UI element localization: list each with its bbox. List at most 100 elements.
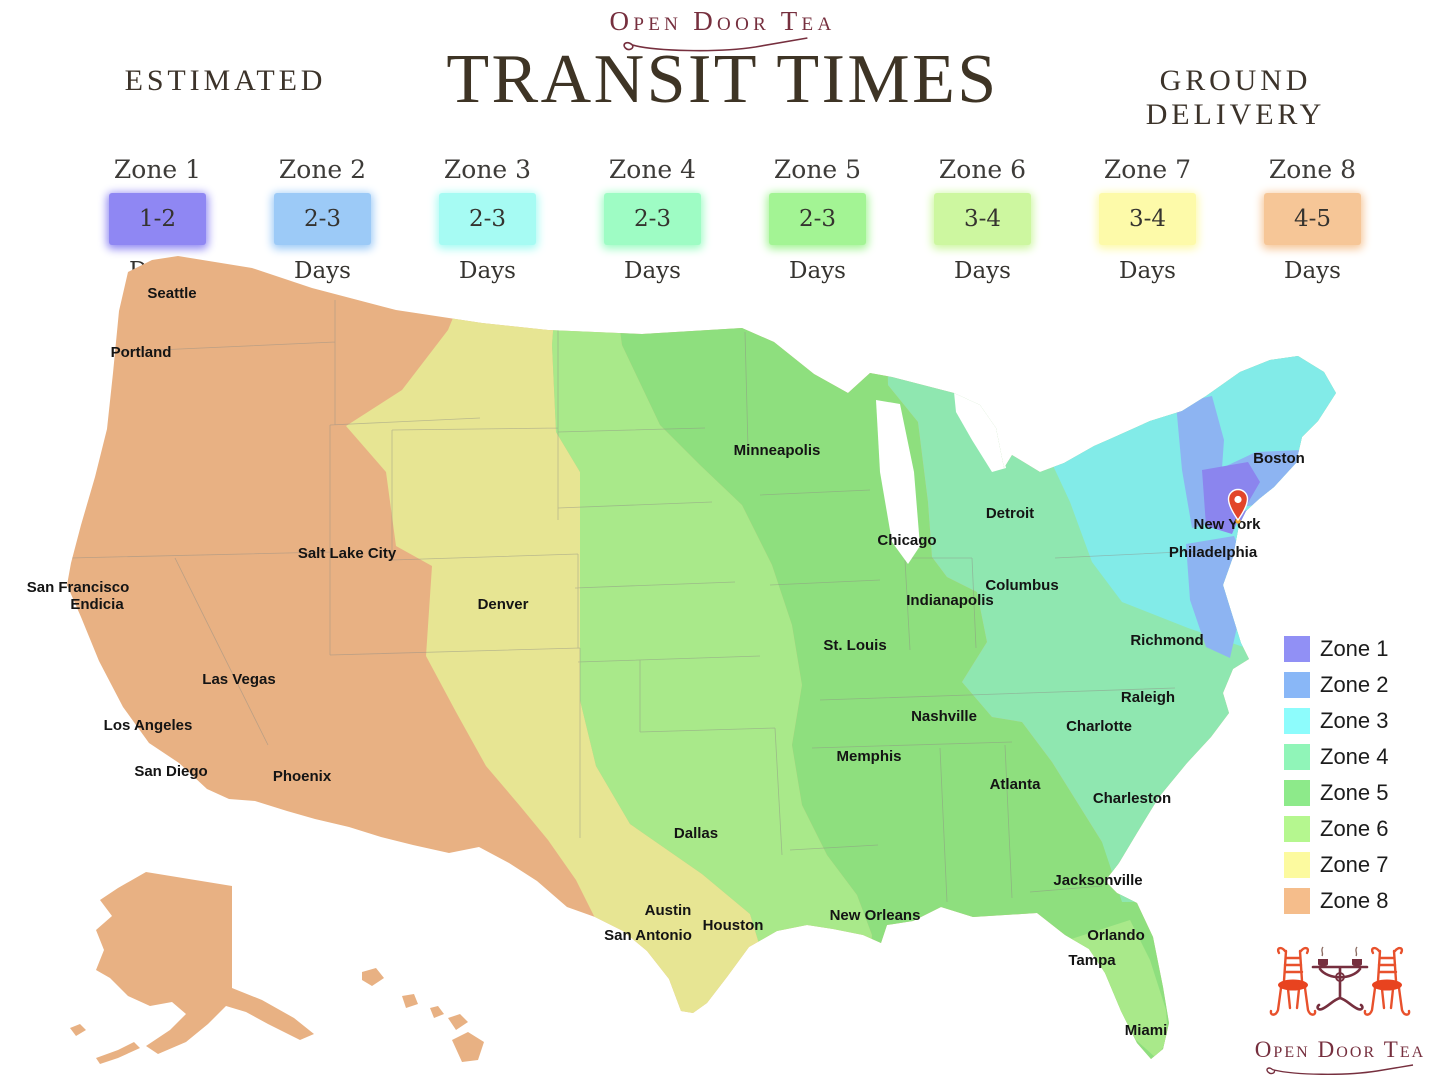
zone-badge-3: Zone 3 2-3 Days bbox=[405, 155, 570, 284]
page-title: TRANSIT TIMES bbox=[446, 41, 999, 118]
city-label-nashville: Nashville bbox=[911, 708, 977, 725]
wordmark-flourish-icon bbox=[622, 37, 808, 52]
city-label-portland: Portland bbox=[111, 344, 172, 361]
legend-row-8: Zone 8 bbox=[1284, 888, 1389, 914]
city-label-los-angeles: Los Angeles bbox=[104, 717, 193, 734]
zone6-region bbox=[552, 256, 872, 1059]
city-label-san-diego: San Diego bbox=[134, 763, 207, 780]
legend-row-1: Zone 1 bbox=[1284, 636, 1389, 662]
city-label-new-orleans: New Orleans bbox=[830, 907, 921, 924]
alaska-region bbox=[70, 872, 314, 1064]
zone-badge-8: Zone 8 4-5 Days bbox=[1230, 155, 1395, 284]
legend-label: Zone 3 bbox=[1320, 708, 1389, 733]
city-label-philadelphia: Philadelphia bbox=[1169, 544, 1258, 561]
location-pin-icon bbox=[1227, 488, 1249, 524]
footer-logo: Open Door Tea bbox=[1242, 940, 1438, 1082]
zone-badge-title: Zone 7 bbox=[1103, 155, 1192, 184]
city-label-san-francisco: San Francisco bbox=[27, 579, 130, 596]
legend-row-4: Zone 4 bbox=[1284, 744, 1389, 770]
legend-row-3: Zone 3 bbox=[1284, 708, 1389, 734]
header-ground-delivery: GROUND DELIVERY bbox=[1145, 64, 1326, 131]
zone-badge-2: Zone 2 2-3 Days bbox=[240, 155, 405, 284]
zone-badge-days: 4-5 Days bbox=[1264, 193, 1361, 284]
tea-table-chairs-icon bbox=[1269, 946, 1411, 1016]
legend-row-6: Zone 6 bbox=[1284, 816, 1389, 842]
zone2-region bbox=[1176, 396, 1318, 658]
legend-label: Zone 2 bbox=[1320, 672, 1389, 697]
city-label-chicago: Chicago bbox=[877, 532, 936, 549]
legend-row-2: Zone 2 bbox=[1284, 672, 1389, 698]
zone5-region bbox=[608, 256, 1200, 1059]
zone7-region bbox=[346, 256, 764, 1059]
zone-badge-title: Zone 2 bbox=[278, 155, 367, 184]
city-label-charleston: Charleston bbox=[1093, 790, 1171, 807]
legend-swatch bbox=[1284, 708, 1310, 734]
legend-row-5: Zone 5 bbox=[1284, 780, 1389, 806]
legend-label: Zone 7 bbox=[1320, 852, 1389, 877]
city-label-orlando: Orlando bbox=[1087, 927, 1145, 944]
city-label-salt-lake-city: Salt Lake City bbox=[298, 545, 397, 562]
city-label-san-antonio: San Antonio bbox=[604, 927, 692, 944]
header-estimated: ESTIMATED bbox=[124, 64, 327, 97]
legend-label: Zone 1 bbox=[1320, 636, 1389, 661]
city-label-houston: Houston bbox=[703, 917, 764, 934]
city-label-columbus: Columbus bbox=[985, 577, 1058, 594]
zone-badge-4: Zone 4 2-3 Days bbox=[570, 155, 735, 284]
zone-badge-5: Zone 5 2-3 Days bbox=[735, 155, 900, 284]
legend-swatch bbox=[1284, 816, 1310, 842]
zone-badge-title: Zone 8 bbox=[1268, 155, 1357, 184]
zone-badge-title: Zone 1 bbox=[113, 155, 202, 184]
state-borders bbox=[69, 300, 1223, 903]
legend-swatch bbox=[1284, 636, 1310, 662]
city-label-dallas: Dallas bbox=[674, 825, 718, 842]
zone-badge-title: Zone 6 bbox=[938, 155, 1027, 184]
footer-logo-text: Open Door Tea bbox=[1254, 1037, 1426, 1062]
lake-huron bbox=[954, 392, 1006, 472]
legend-swatch bbox=[1284, 672, 1310, 698]
city-label-endicia: Endicia bbox=[70, 596, 124, 613]
zone-badge-6: Zone 6 3-4 Days bbox=[900, 155, 1065, 284]
zone-badge-days: 3-4 Days bbox=[934, 193, 1031, 284]
legend-label: Zone 6 bbox=[1320, 816, 1389, 841]
city-label-raleigh: Raleigh bbox=[1121, 689, 1175, 706]
legend-swatch bbox=[1284, 888, 1310, 914]
zone-badge-days: 2-3 Days bbox=[274, 193, 371, 284]
city-label-boston: Boston bbox=[1253, 450, 1305, 467]
legend-row-7: Zone 7 bbox=[1284, 852, 1389, 878]
city-label-jacksonville: Jacksonville bbox=[1053, 872, 1142, 889]
zone-badge-days: 2-3 Days bbox=[604, 193, 701, 284]
city-label-tampa: Tampa bbox=[1068, 952, 1116, 969]
city-label-minneapolis: Minneapolis bbox=[734, 442, 821, 459]
city-label-indianapolis: Indianapolis bbox=[906, 592, 994, 609]
footer-flourish-icon bbox=[1266, 1064, 1414, 1075]
city-label-austin: Austin bbox=[645, 902, 692, 919]
city-label-denver: Denver bbox=[478, 596, 529, 613]
city-label-miami: Miami bbox=[1125, 1022, 1168, 1039]
city-label-st-louis: St. Louis bbox=[823, 637, 886, 654]
zone-badge-days: 2-3 Days bbox=[439, 193, 536, 284]
city-label-atlanta: Atlanta bbox=[990, 776, 1041, 793]
lake-michigan bbox=[876, 400, 920, 564]
legend-label: Zone 4 bbox=[1320, 744, 1389, 769]
legend-swatch bbox=[1284, 744, 1310, 770]
zone-badge-title: Zone 3 bbox=[443, 155, 532, 184]
legend-label: Zone 5 bbox=[1320, 780, 1389, 805]
hawaii-region bbox=[362, 968, 484, 1062]
city-label-seattle: Seattle bbox=[147, 285, 196, 302]
city-label-memphis: Memphis bbox=[836, 748, 901, 765]
legend-swatch bbox=[1284, 852, 1310, 878]
city-label-phoenix: Phoenix bbox=[273, 768, 332, 785]
zone-badge-title: Zone 4 bbox=[608, 155, 697, 184]
city-label-charlotte: Charlotte bbox=[1066, 718, 1132, 735]
legend-label: Zone 8 bbox=[1320, 888, 1389, 913]
brand-wordmark: Open Door Tea bbox=[609, 6, 836, 36]
city-label-detroit: Detroit bbox=[986, 505, 1034, 522]
city-label-new-york: New York bbox=[1194, 516, 1262, 533]
legend-swatch bbox=[1284, 780, 1310, 806]
city-label-richmond: Richmond bbox=[1130, 632, 1203, 649]
zone-badge-title: Zone 5 bbox=[773, 155, 862, 184]
zone-badge-days: 3-4 Days bbox=[1099, 193, 1196, 284]
